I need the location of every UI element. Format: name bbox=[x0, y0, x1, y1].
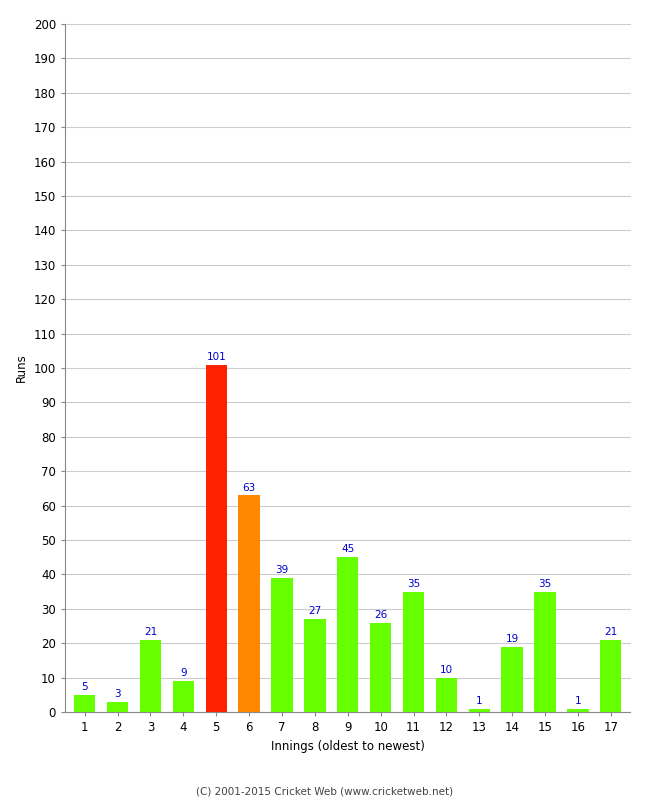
Text: 21: 21 bbox=[144, 627, 157, 637]
Bar bbox=[271, 578, 293, 712]
Bar bbox=[600, 640, 621, 712]
Text: 101: 101 bbox=[206, 352, 226, 362]
Text: 10: 10 bbox=[440, 665, 453, 675]
Bar bbox=[469, 709, 490, 712]
Bar bbox=[107, 702, 128, 712]
Bar bbox=[173, 681, 194, 712]
Y-axis label: Runs: Runs bbox=[15, 354, 28, 382]
Text: 3: 3 bbox=[114, 689, 121, 699]
Text: 19: 19 bbox=[506, 634, 519, 644]
Bar bbox=[74, 694, 96, 712]
Text: 5: 5 bbox=[81, 682, 88, 692]
Bar bbox=[534, 592, 556, 712]
Bar bbox=[436, 678, 457, 712]
Text: 63: 63 bbox=[242, 482, 255, 493]
Text: 27: 27 bbox=[308, 606, 322, 616]
Bar bbox=[403, 592, 424, 712]
Text: 1: 1 bbox=[476, 696, 482, 706]
Text: 26: 26 bbox=[374, 610, 387, 620]
Text: 35: 35 bbox=[538, 579, 552, 589]
Bar bbox=[304, 619, 326, 712]
Bar bbox=[567, 709, 589, 712]
Bar bbox=[239, 495, 260, 712]
Text: 9: 9 bbox=[180, 668, 187, 678]
Text: 39: 39 bbox=[276, 565, 289, 575]
Text: 35: 35 bbox=[407, 579, 420, 589]
Bar bbox=[205, 365, 227, 712]
Text: 1: 1 bbox=[575, 696, 581, 706]
X-axis label: Innings (oldest to newest): Innings (oldest to newest) bbox=[271, 739, 424, 753]
Bar bbox=[140, 640, 161, 712]
Text: 45: 45 bbox=[341, 545, 354, 554]
Bar bbox=[370, 622, 391, 712]
Text: 21: 21 bbox=[604, 627, 618, 637]
Bar bbox=[501, 646, 523, 712]
Bar bbox=[337, 557, 358, 712]
Text: (C) 2001-2015 Cricket Web (www.cricketweb.net): (C) 2001-2015 Cricket Web (www.cricketwe… bbox=[196, 786, 454, 796]
